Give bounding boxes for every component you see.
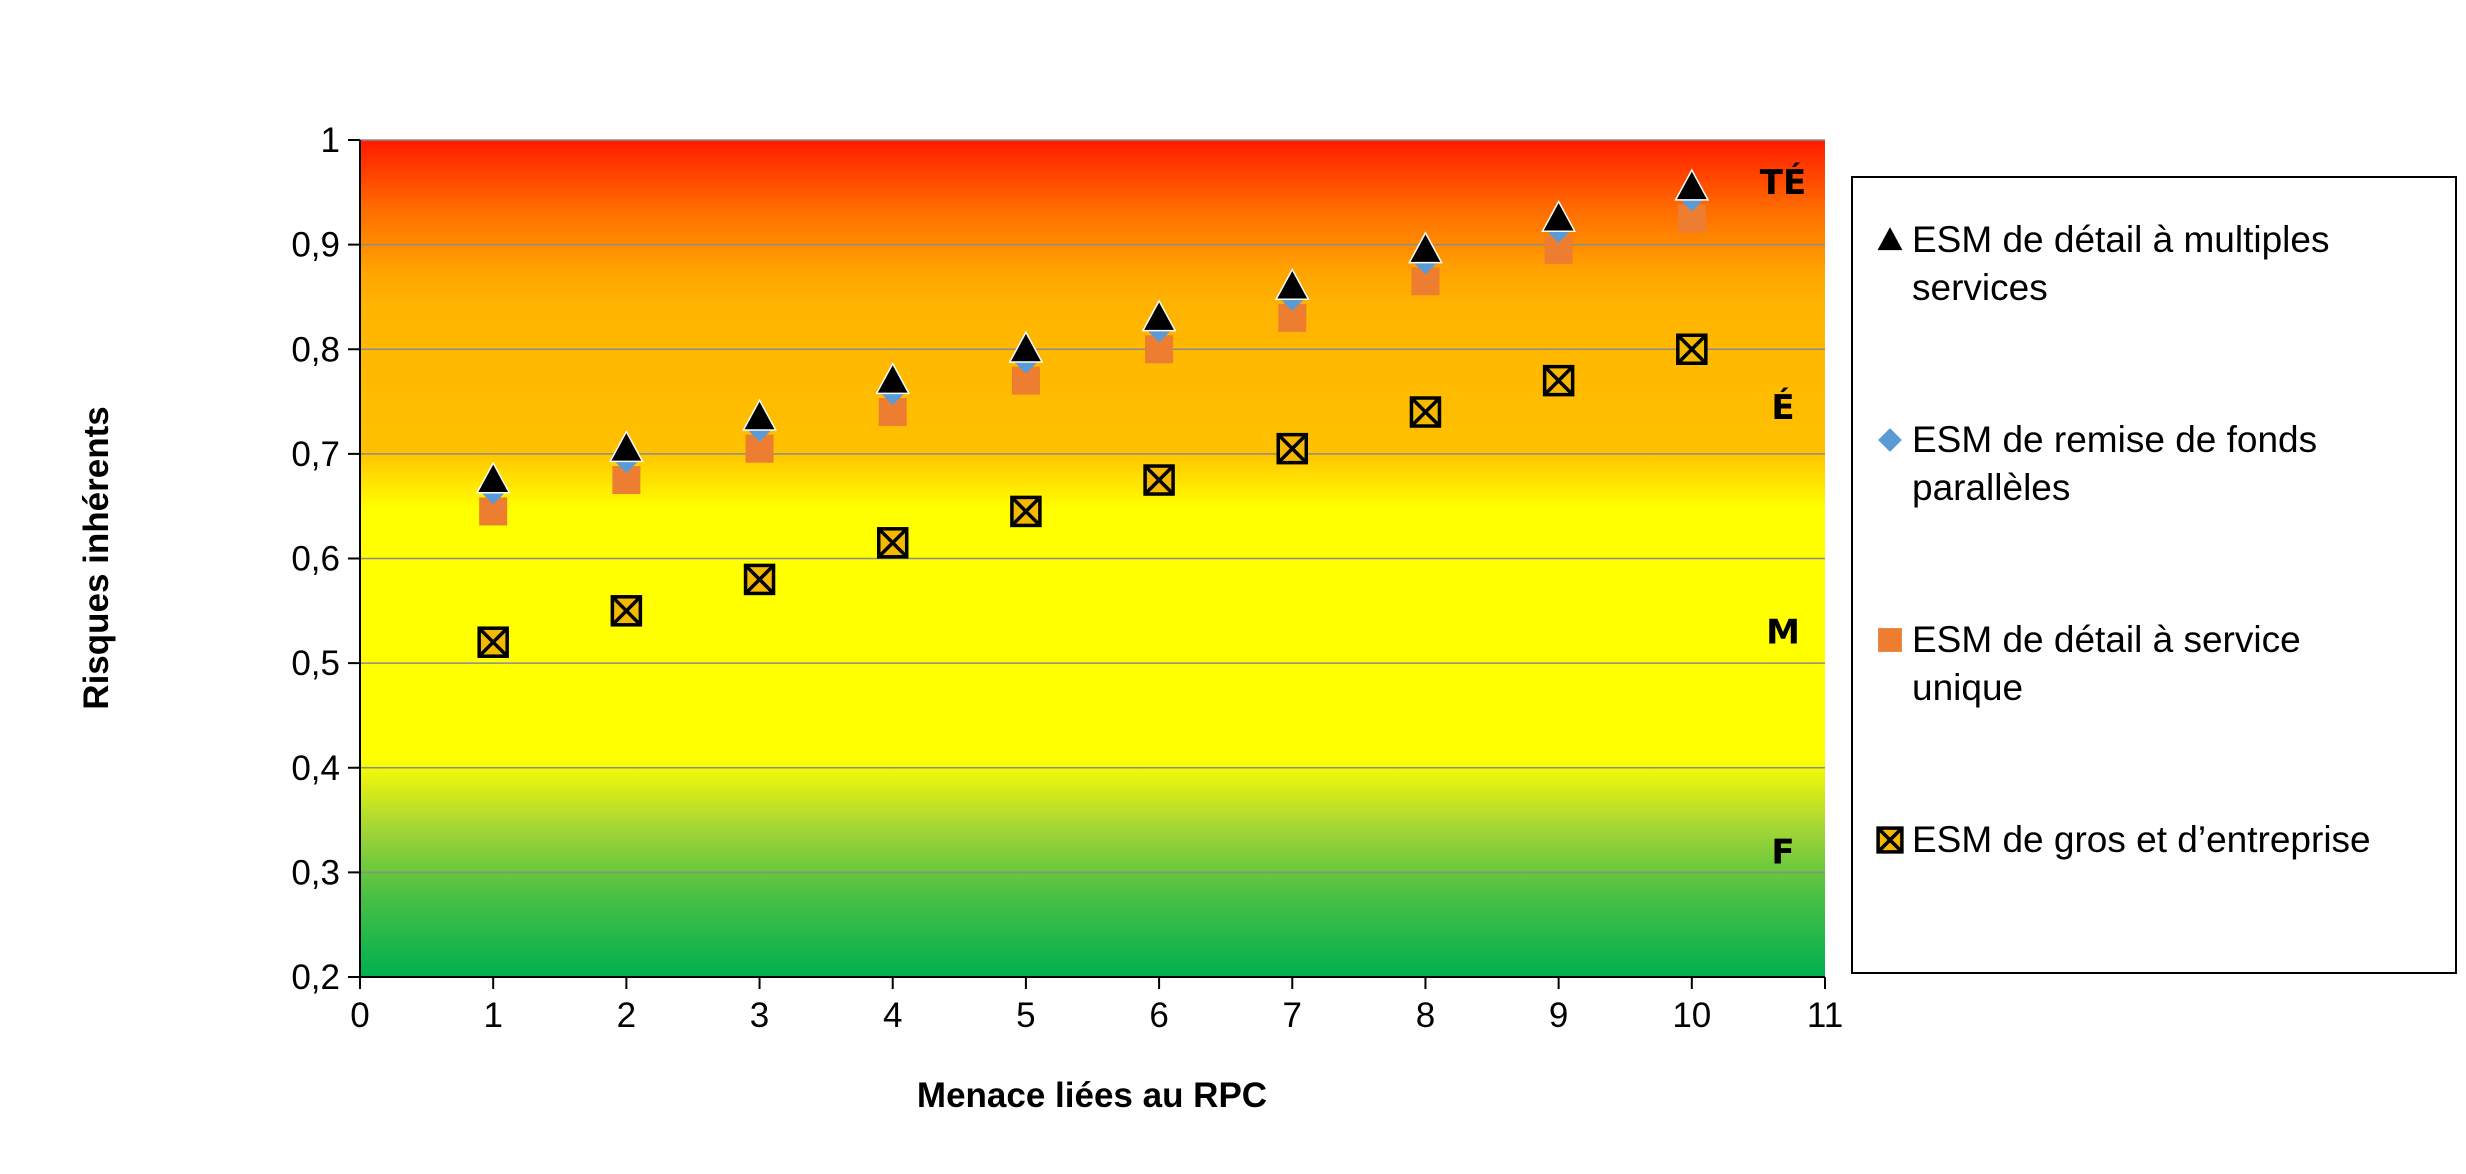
data-points [475, 168, 1710, 658]
y-tick-labels: 0,2 0,3 0,4 0,5 0,6 0,7 0,8 0,9 1 [291, 121, 340, 997]
legend-label: ESM de détail à service unique [1912, 619, 2301, 708]
x-marker-stroke [1676, 334, 1708, 365]
data-point [475, 461, 511, 494]
legend-marker [1875, 223, 1905, 252]
triangle-marker [1541, 199, 1577, 232]
y-tick-label: 0,9 [291, 226, 340, 265]
data-point [743, 563, 776, 596]
x-marker-stroke [1010, 496, 1042, 527]
x-tick-label: 2 [617, 996, 636, 1035]
y-tick-label: 0,2 [291, 958, 340, 997]
x-tick-labels: 0 1 2 3 4 5 6 7 8 9 10 11 [350, 996, 1843, 1035]
legend-label-line: ESM de remise de fonds [1912, 419, 2317, 460]
x-tick-label: 5 [1016, 996, 1035, 1035]
legend-label-line: ESM de détail à service [1912, 619, 2301, 660]
square-marker [1878, 628, 1902, 652]
data-point [876, 527, 909, 559]
y-tick-label: 0,5 [291, 644, 340, 683]
x-tick-label: 10 [1672, 996, 1711, 1035]
data-point [1542, 364, 1575, 397]
legend-label: ESM de gros et d’entreprise [1912, 819, 2371, 860]
data-point [477, 626, 509, 658]
legend-marker [1878, 628, 1902, 652]
data-point [1674, 168, 1710, 201]
legend-box [1851, 176, 2457, 974]
legend-label: ESM de remise de fonds parallèles [1912, 419, 2317, 508]
legend-label-line: ESM de détail à multiples [1912, 219, 2329, 260]
triangle-marker [1008, 330, 1044, 363]
triangle-marker [1141, 299, 1177, 332]
legend-label: ESM de détail à multiples services [1912, 219, 2329, 308]
x-tick-label: 9 [1549, 996, 1568, 1035]
zone-label: É [1771, 387, 1794, 428]
x-marker-stroke [1143, 464, 1175, 496]
y-axis-title: Risques inhérents [77, 406, 116, 709]
axes [359, 140, 1826, 989]
data-point [1274, 267, 1310, 300]
data-point [1010, 495, 1042, 528]
x-marker-stroke [877, 527, 908, 559]
data-point [1141, 299, 1177, 332]
triangle-marker [475, 461, 511, 494]
data-point [875, 362, 911, 395]
triangle-marker [742, 398, 777, 431]
zone-label: TÉ [1760, 162, 1806, 203]
x-marker-stroke [1543, 365, 1574, 396]
y-tick-label: 0,7 [291, 435, 340, 474]
x-tick-label: 11 [1807, 996, 1843, 1035]
x-marker-stroke [611, 595, 642, 627]
zone-label: M [1766, 613, 1800, 653]
data-point [1409, 396, 1442, 428]
triangle-marker [1875, 223, 1905, 252]
x-tick-label: 3 [750, 996, 769, 1035]
x-tick-label: 6 [1149, 996, 1168, 1035]
zone-label: F [1771, 832, 1794, 872]
x-axis-title: Menace liées au RPC [917, 1076, 1267, 1115]
triangle-marker [608, 430, 644, 463]
data-point [1676, 333, 1708, 365]
gridlines [348, 139, 1825, 978]
triangle-marker [1408, 231, 1443, 264]
y-tick-label: 0,8 [291, 330, 340, 369]
y-tick-label: 0,3 [291, 853, 340, 892]
data-point [1408, 231, 1443, 264]
x-marker-stroke [1410, 396, 1441, 428]
legend-label-line: parallèles [1912, 467, 2070, 508]
triangle-marker [1274, 267, 1310, 300]
x-marker-stroke [1876, 826, 1904, 854]
x-marker-stroke [744, 564, 775, 595]
x-marker-stroke [477, 626, 509, 658]
triangle-marker [1674, 168, 1710, 201]
y-tick-label: 1 [321, 121, 340, 160]
x-tick-label: 4 [883, 996, 902, 1035]
triangle-marker [875, 362, 911, 395]
x-tick-label: 7 [1283, 996, 1302, 1035]
legend-label-line: services [1912, 267, 2048, 308]
legend-marker [1878, 428, 1902, 452]
data-point [1276, 432, 1309, 465]
x-marker-stroke [1277, 433, 1308, 464]
y-tick-label: 0,4 [291, 749, 340, 788]
diamond-marker [1878, 428, 1902, 452]
x-tick-label: 0 [350, 996, 369, 1035]
x-tick-label: 1 [483, 996, 502, 1035]
data-point [1541, 199, 1577, 232]
legend-label-line: unique [1912, 667, 2023, 708]
data-point [742, 398, 777, 431]
data-point [610, 595, 643, 627]
risk-zone-labels: TÉ É M F [1760, 162, 1806, 873]
legend-marker [1876, 826, 1904, 854]
data-point [608, 430, 644, 463]
data-point [1008, 330, 1044, 363]
y-tick-label: 0,6 [291, 540, 340, 579]
x-tick-label: 8 [1416, 996, 1435, 1035]
data-point [1143, 464, 1175, 496]
